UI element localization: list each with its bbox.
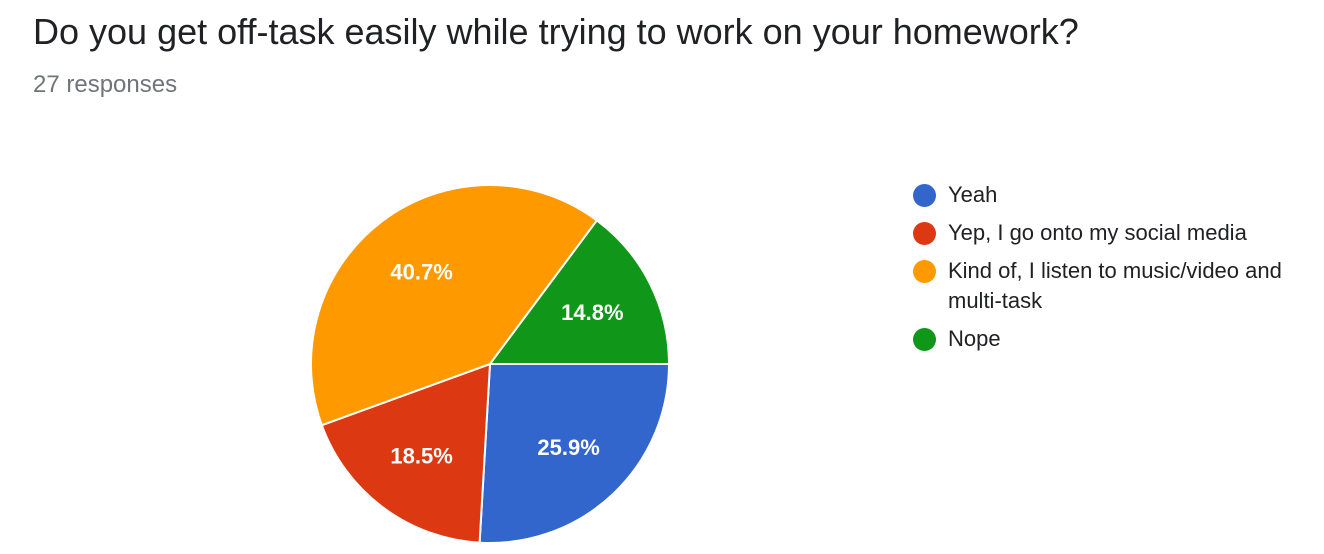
pie-slice-nope[interactable] <box>488 219 671 365</box>
legend-label: Yep, I go onto my social media <box>948 220 1247 245</box>
chart-title: Do you get off-task easily while trying … <box>33 11 1079 52</box>
chart-legend: Yeah Yep, I go onto my social media Kind… <box>913 180 1313 362</box>
slice-label-multi-task: 40.7% <box>390 260 452 285</box>
pie-slice-multi-task[interactable] <box>310 184 599 427</box>
legend-swatch-icon <box>913 222 936 245</box>
legend-item-multi-task[interactable]: Kind of, I listen to music/video and mul… <box>913 256 1313 316</box>
legend-label: Kind of, I listen to music/video and mul… <box>948 258 1282 313</box>
legend-swatch-icon <box>913 328 936 351</box>
legend-swatch-icon <box>913 260 936 283</box>
pie-slice-yeah[interactable] <box>478 363 671 544</box>
slice-label-nope: 14.8% <box>561 300 623 325</box>
legend-label: Yeah <box>948 182 998 207</box>
legend-item-yeah[interactable]: Yeah <box>913 180 1313 210</box>
response-count: 27 responses <box>33 71 178 98</box>
legend-item-nope[interactable]: Nope <box>913 324 1313 354</box>
slice-label-social-media: 18.5% <box>390 443 452 468</box>
pie-slice-social-media[interactable] <box>320 362 492 544</box>
legend-swatch-icon <box>913 184 936 207</box>
slice-label-yeah: 25.9% <box>537 435 599 460</box>
legend-label: Nope <box>948 326 1001 351</box>
legend-item-social-media[interactable]: Yep, I go onto my social media <box>913 218 1313 248</box>
